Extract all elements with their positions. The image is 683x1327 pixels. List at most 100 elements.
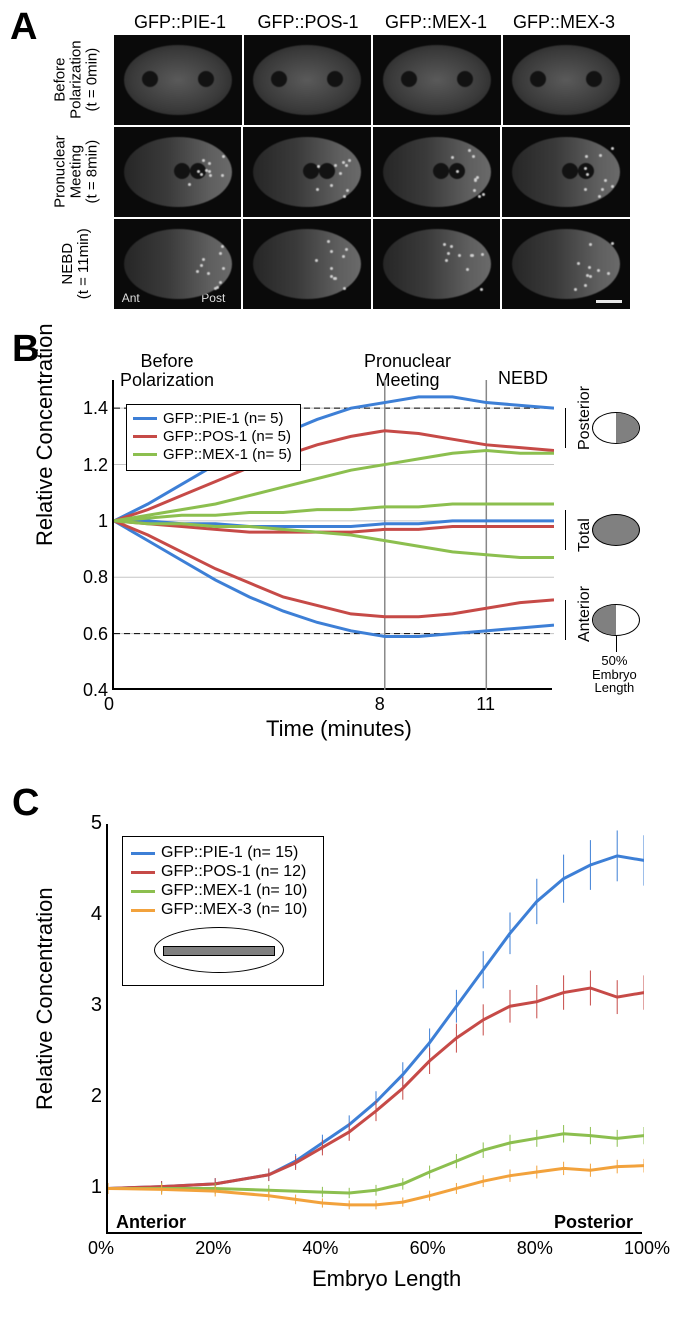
legend-item: GFP::POS-1 (n= 5): [133, 428, 292, 445]
panel-c-anterior-label: Anterior: [116, 1212, 186, 1233]
xtick: 40%: [302, 1238, 338, 1259]
legend-swatch: [131, 852, 155, 855]
region-label: Posterior: [576, 386, 594, 450]
panel-a-row-label: NEBD (t = 11min): [38, 219, 114, 309]
micrograph-cell: [114, 35, 242, 125]
legend-label: GFP::PIE-1 (n= 15): [161, 844, 298, 862]
legend-label: GFP::MEX-1 (n= 10): [161, 882, 307, 900]
embryo-oval: [124, 229, 232, 299]
ytick: 1.2: [78, 455, 108, 476]
ytick: 0.8: [78, 567, 108, 588]
micrograph-cell: AntPost: [114, 219, 242, 309]
panel-a-label: A: [10, 6, 37, 49]
micrograph-cell: [373, 127, 501, 217]
col-head: GFP::PIE-1: [116, 12, 244, 33]
legend-label: GFP::MEX-3 (n= 10): [161, 901, 307, 919]
legend-label: GFP::MEX-1 (n= 5): [163, 446, 292, 463]
ytick: 5: [86, 812, 102, 835]
scale-bar: [596, 300, 622, 303]
roi-bar: [163, 946, 275, 956]
brace-icon: [556, 510, 566, 550]
region-label: Anterior: [576, 586, 594, 642]
panel-b-legend: GFP::PIE-1 (n= 5)GFP::POS-1 (n= 5)GFP::M…: [126, 404, 301, 471]
embryo-oval: [124, 137, 232, 207]
embryo-oval: [512, 45, 620, 115]
embryo-oval: [383, 137, 491, 207]
embryo-oval: [383, 45, 491, 115]
legend-item: GFP::PIE-1 (n= 15): [131, 844, 307, 862]
panel-c-ylabel: Relative Concentration: [32, 887, 58, 1110]
micrograph-cell: [243, 219, 371, 309]
legend-item: GFP::MEX-1 (n= 10): [131, 882, 307, 900]
panel-c-legend: GFP::PIE-1 (n= 15)GFP::POS-1 (n= 12)GFP:…: [122, 836, 324, 986]
micrograph-cell: [114, 127, 242, 217]
micrograph-cell: [244, 35, 372, 125]
micrograph-cell: [502, 219, 630, 309]
panel-b-ylabel: Relative Concentration: [32, 323, 58, 546]
legend-swatch: [133, 453, 157, 456]
legend-item: GFP::MEX-3 (n= 10): [131, 901, 307, 919]
micrograph-cell: [243, 127, 371, 217]
panel-a-row: Before Polarization (t = 0min): [38, 35, 632, 125]
col-head: GFP::MEX-1: [372, 12, 500, 33]
embryo-oval: [253, 45, 361, 115]
panel-a: GFP::PIE-1 GFP::POS-1 GFP::MEX-1 GFP::ME…: [38, 12, 632, 309]
embryo-oval: [512, 137, 620, 207]
legend-swatch: [133, 417, 157, 420]
ytick: 1: [78, 511, 108, 532]
tick-line: [616, 636, 617, 652]
xtick: 11: [476, 694, 495, 715]
legend-item: GFP::PIE-1 (n= 5): [133, 410, 292, 427]
panel-c-label: C: [12, 782, 39, 825]
legend-item: GFP::POS-1 (n= 12): [131, 863, 307, 881]
brace-icon: [556, 600, 566, 640]
panel-a-row-label: Pronuclear Meeting (t = 8min): [38, 127, 114, 217]
ytick: 3: [86, 994, 102, 1017]
panel-a-row: NEBD (t = 11min)AntPost: [38, 219, 632, 309]
legend-swatch: [133, 435, 157, 438]
ytick: 2: [86, 1085, 102, 1108]
panel-a-row: Pronuclear Meeting (t = 8min): [38, 127, 632, 217]
xtick: 60%: [410, 1238, 446, 1259]
region-label: Total: [576, 518, 594, 552]
panel-c-xlabel: Embryo Length: [312, 1266, 461, 1292]
anterior-label: Ant: [122, 291, 140, 305]
panel-c-posterior-label: Posterior: [554, 1212, 633, 1233]
panel-c: C Relative Concentration Embryo Length G…: [16, 790, 656, 1310]
legend-label: GFP::POS-1 (n= 12): [161, 863, 306, 881]
micrograph-cell: [503, 35, 631, 125]
micrograph-cell: [373, 219, 501, 309]
legend-swatch: [131, 890, 155, 893]
micrograph-cell: [502, 127, 630, 217]
embryo-schematic-icon: [592, 412, 640, 444]
xtick: 20%: [195, 1238, 231, 1259]
xtick: 100%: [624, 1238, 670, 1259]
embryo-oval: [124, 45, 232, 115]
xtick: 0: [104, 694, 114, 715]
figure-root: A GFP::PIE-1 GFP::POS-1 GFP::MEX-1 GFP::…: [0, 0, 683, 1327]
xtick: 80%: [517, 1238, 553, 1259]
right-caption: 50% Embryo Length: [592, 654, 637, 695]
embryo-oval: [512, 229, 620, 299]
legend-swatch: [131, 871, 155, 874]
embryo-schematic-icon: [592, 604, 640, 636]
legend-label: GFP::POS-1 (n= 5): [163, 428, 291, 445]
legend-swatch: [131, 909, 155, 912]
col-head: GFP::POS-1: [244, 12, 372, 33]
ytick: 1: [86, 1176, 102, 1199]
micrograph-cell: [373, 35, 501, 125]
xtick: 8: [375, 694, 385, 715]
panel-a-grid: Before Polarization (t = 0min)Pronuclear…: [38, 35, 632, 309]
embryo-oval: [383, 229, 491, 299]
legend-item: GFP::MEX-1 (n= 5): [133, 446, 292, 463]
embryo-roi-icon: [154, 927, 284, 973]
panel-b: B Before Polarization Pronuclear Meeting…: [16, 336, 664, 766]
panel-a-column-headers: GFP::PIE-1 GFP::POS-1 GFP::MEX-1 GFP::ME…: [116, 12, 632, 33]
embryo-oval: [253, 137, 361, 207]
panel-b-xlabel: Time (minutes): [266, 716, 412, 742]
panel-a-row-label: Before Polarization (t = 0min): [38, 35, 114, 125]
ytick: 4: [86, 903, 102, 926]
embryo-schematic-icon: [592, 514, 640, 546]
ytick: 0.6: [78, 624, 108, 645]
col-head: GFP::MEX-3: [500, 12, 628, 33]
